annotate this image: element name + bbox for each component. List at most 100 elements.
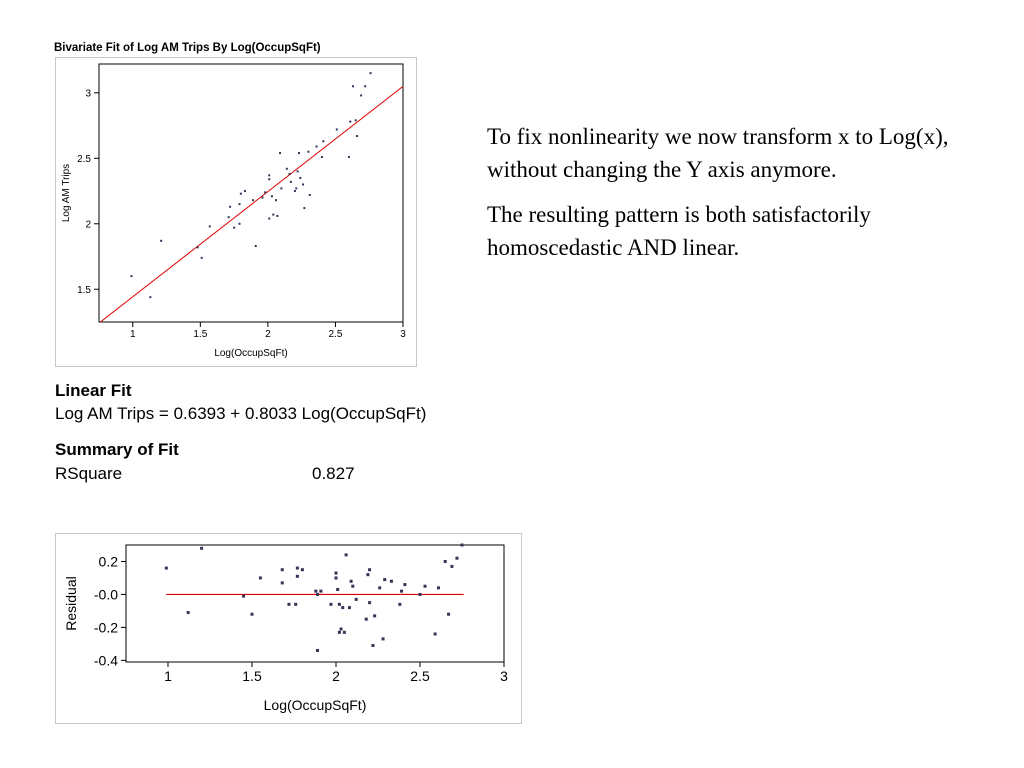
x-tick-label: 3 — [400, 329, 406, 340]
y-tick-label: -0.4 — [94, 652, 118, 668]
data-point — [302, 183, 305, 186]
data-point — [455, 556, 459, 560]
data-point — [293, 190, 296, 193]
data-point — [242, 594, 246, 598]
data-point — [344, 553, 348, 557]
data-point — [403, 583, 407, 587]
bivariate-fit-chart: 1 1.5 2 2.5 3 1.5 2 2.5 3 Log(OccupSqFt) Log AM Tr… — [61, 63, 406, 359]
data-point — [450, 564, 454, 568]
fit-line — [99, 85, 403, 322]
data-point — [366, 573, 370, 577]
data-point — [289, 180, 292, 183]
data-point — [294, 602, 298, 606]
data-point — [334, 576, 338, 580]
data-point — [276, 214, 279, 217]
slide-paragraph-2: The resulting pattern is both satisfacto… — [487, 202, 871, 260]
slide-text-block: To fix nonlinearity we now transform x t… — [487, 120, 997, 276]
y-tick-label: 1.5 — [77, 285, 91, 296]
data-point — [371, 644, 375, 648]
data-point — [287, 602, 291, 606]
data-point — [336, 587, 340, 591]
x-tick-label: 2.5 — [328, 329, 342, 340]
residual-chart: 1 1.5 2 2.5 3 0.2 -0.0 -0.2 -0.4 Log(OccupSqFt) Re… — [63, 543, 508, 713]
data-point — [356, 135, 359, 138]
data-point — [296, 170, 299, 173]
data-point — [238, 203, 241, 206]
data-point — [339, 627, 343, 631]
data-point — [378, 586, 382, 590]
data-point — [280, 568, 284, 572]
rsquare-label: RSquare — [55, 464, 123, 483]
data-point — [337, 630, 341, 634]
data-point — [300, 568, 304, 572]
x-axis-label: Log(OccupSqFt) — [264, 697, 367, 713]
slide-paragraph-1: To fix nonlinearity we now transform x t… — [487, 124, 949, 182]
data-point — [329, 602, 333, 606]
x-tick-label: 2 — [332, 668, 340, 684]
data-point — [229, 205, 232, 208]
data-point — [233, 226, 236, 229]
data-point — [250, 612, 254, 616]
data-point — [164, 566, 168, 570]
data-point — [130, 275, 133, 278]
data-point — [258, 576, 262, 580]
data-point — [389, 579, 393, 583]
data-point — [186, 611, 190, 615]
data-point — [342, 630, 346, 634]
data-point — [315, 145, 318, 148]
data-point — [368, 568, 372, 572]
data-point — [279, 152, 282, 155]
data-point — [200, 256, 203, 259]
data-point — [268, 217, 271, 220]
data-point — [268, 178, 271, 181]
data-point — [347, 155, 350, 158]
data-point — [270, 195, 273, 198]
data-point — [381, 637, 385, 641]
data-point — [196, 246, 199, 249]
data-point — [307, 150, 310, 153]
data-point — [352, 85, 355, 88]
data-point — [280, 581, 284, 585]
data-point — [322, 140, 325, 143]
data-point — [160, 239, 163, 242]
residual-chart-panel: 1 1.5 2 2.5 3 0.2 -0.0 -0.2 -0.4 Log(OccupSqFt) Re… — [55, 533, 522, 724]
data-point — [347, 606, 351, 610]
data-point — [261, 196, 264, 199]
data-point — [398, 602, 402, 606]
data-point — [436, 586, 440, 590]
data-point — [433, 632, 437, 636]
data-point — [303, 207, 306, 210]
data-point — [149, 296, 152, 299]
data-point — [299, 176, 302, 179]
data-point — [418, 592, 422, 596]
linear-fit-heading: Linear Fit — [55, 381, 132, 400]
data-point — [364, 617, 368, 621]
chart-title: Bivariate Fit of Log AM Trips By Log(Occ… — [54, 42, 321, 54]
x-tick-label: 1 — [164, 668, 172, 684]
data-point — [264, 191, 267, 194]
data-point — [349, 579, 353, 583]
data-point — [295, 566, 299, 570]
data-point — [349, 120, 352, 123]
data-point — [295, 187, 298, 190]
y-axis-label: Log AM Trips — [61, 164, 72, 222]
data-point — [272, 213, 275, 216]
data-point — [341, 606, 345, 610]
data-point — [337, 602, 341, 606]
bivariate-fit-chart-panel: 1 1.5 2 2.5 3 1.5 2 2.5 3 Log(OccupSqFt) Log AM Tr… — [55, 57, 417, 367]
data-point — [460, 543, 464, 547]
x-tick-label: 2.5 — [410, 668, 430, 684]
data-point — [443, 559, 447, 563]
data-point — [334, 571, 338, 575]
data-point — [400, 589, 404, 593]
data-point — [252, 199, 255, 202]
data-point — [447, 612, 451, 616]
rsquare-value: 0.827 — [312, 464, 355, 483]
data-point — [316, 592, 320, 596]
data-point — [268, 174, 271, 177]
data-point — [368, 601, 372, 605]
plot-frame — [125, 544, 505, 663]
y-tick-label: -0.0 — [94, 586, 118, 602]
data-point — [200, 546, 204, 550]
x-tick-label: 1.5 — [242, 668, 262, 684]
